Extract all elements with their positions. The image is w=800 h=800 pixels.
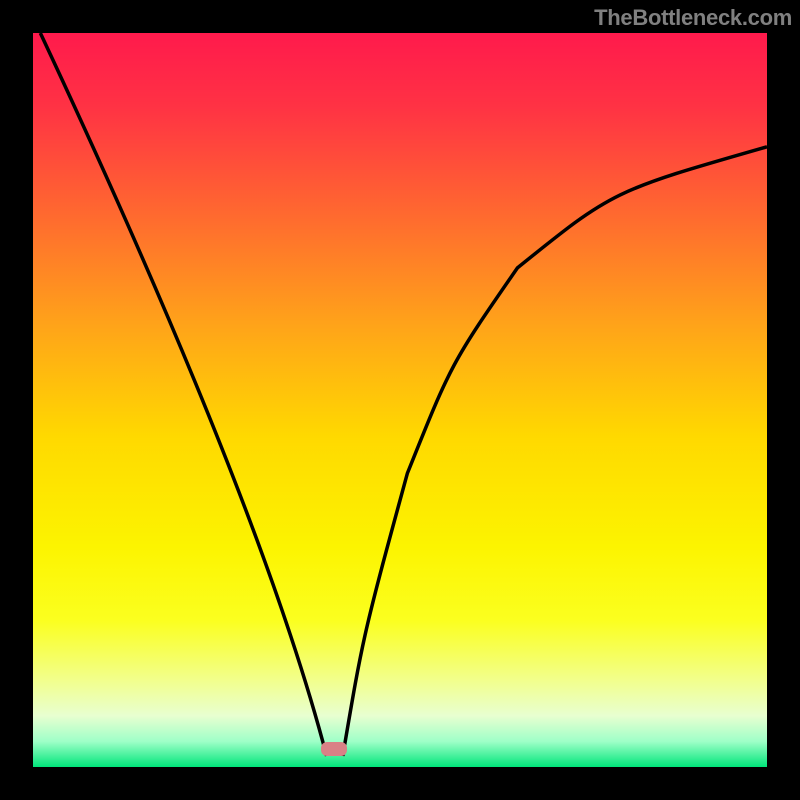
watermark-text: TheBottleneck.com — [594, 5, 792, 31]
curve-left-branch — [40, 33, 326, 756]
bottleneck-curve-svg — [33, 33, 767, 767]
plot-area — [33, 33, 767, 767]
optimum-marker — [321, 742, 347, 756]
curve-right-branch — [343, 147, 767, 756]
